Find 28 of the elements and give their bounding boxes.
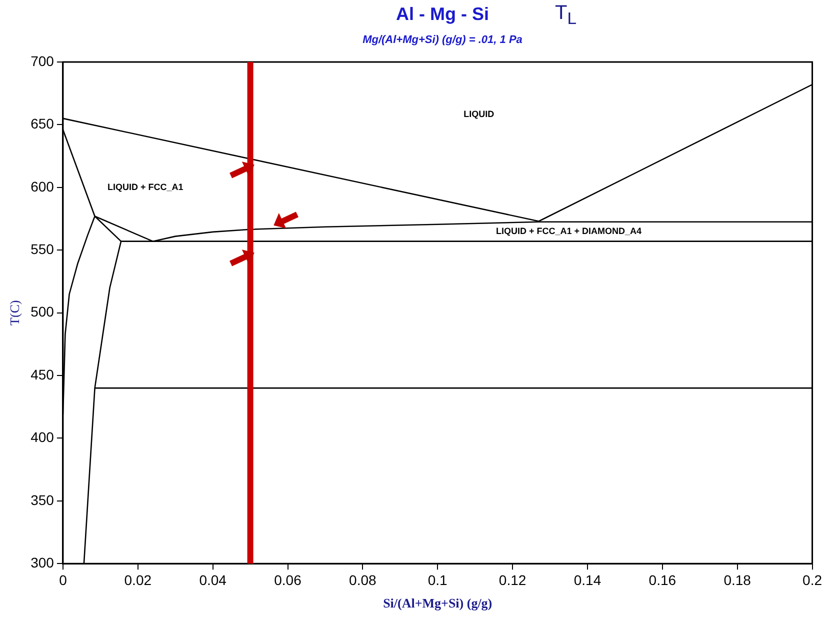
x-tick-label: 0.04 <box>199 572 227 588</box>
y-tick-label: 400 <box>30 429 54 446</box>
chart-subtitle: Mg/(Al+Mg+Si) (g/g) = .01, 1 Pa <box>362 34 524 46</box>
x-tick-label: 0.08 <box>349 572 377 588</box>
x-tick-label: 0.06 <box>274 572 302 588</box>
y-tick-label: 650 <box>30 116 54 132</box>
text: T$_{L}$ <box>555 2 576 29</box>
annotation: LIQUID <box>464 109 495 120</box>
x-tick-label: 0.14 <box>574 572 602 588</box>
y-tick-label: 300 <box>30 554 54 570</box>
x-tick-label: 0.2 <box>802 572 822 588</box>
y-tick-label: 600 <box>30 178 54 194</box>
y-tick-label: 550 <box>30 240 54 257</box>
y-tick-label: 450 <box>30 366 54 382</box>
chart-title: Al - Mg - Si <box>396 4 489 24</box>
x-tick-label: 0.16 <box>648 572 676 588</box>
y-tick-label: 350 <box>30 492 54 508</box>
x-tick-label: 0.1 <box>428 572 448 588</box>
y-axis-title: T(C) <box>7 300 22 326</box>
y-tick-label: 500 <box>30 304 54 320</box>
x-tick-label: 0.18 <box>724 572 752 588</box>
y-tick-label: 700 <box>30 52 54 69</box>
annotation: LIQUID + FCC_A1 + DIAMOND_A4 <box>496 226 642 236</box>
x-tick-label: 0.12 <box>498 572 526 588</box>
x-axis-title: Si/(Al+Mg+Si) (g/g) <box>383 596 492 611</box>
annotation: LIQUID + FCC_A1 <box>108 182 184 192</box>
x-tick-label: 0 <box>59 572 68 588</box>
x-tick-label: 0.02 <box>124 572 152 588</box>
